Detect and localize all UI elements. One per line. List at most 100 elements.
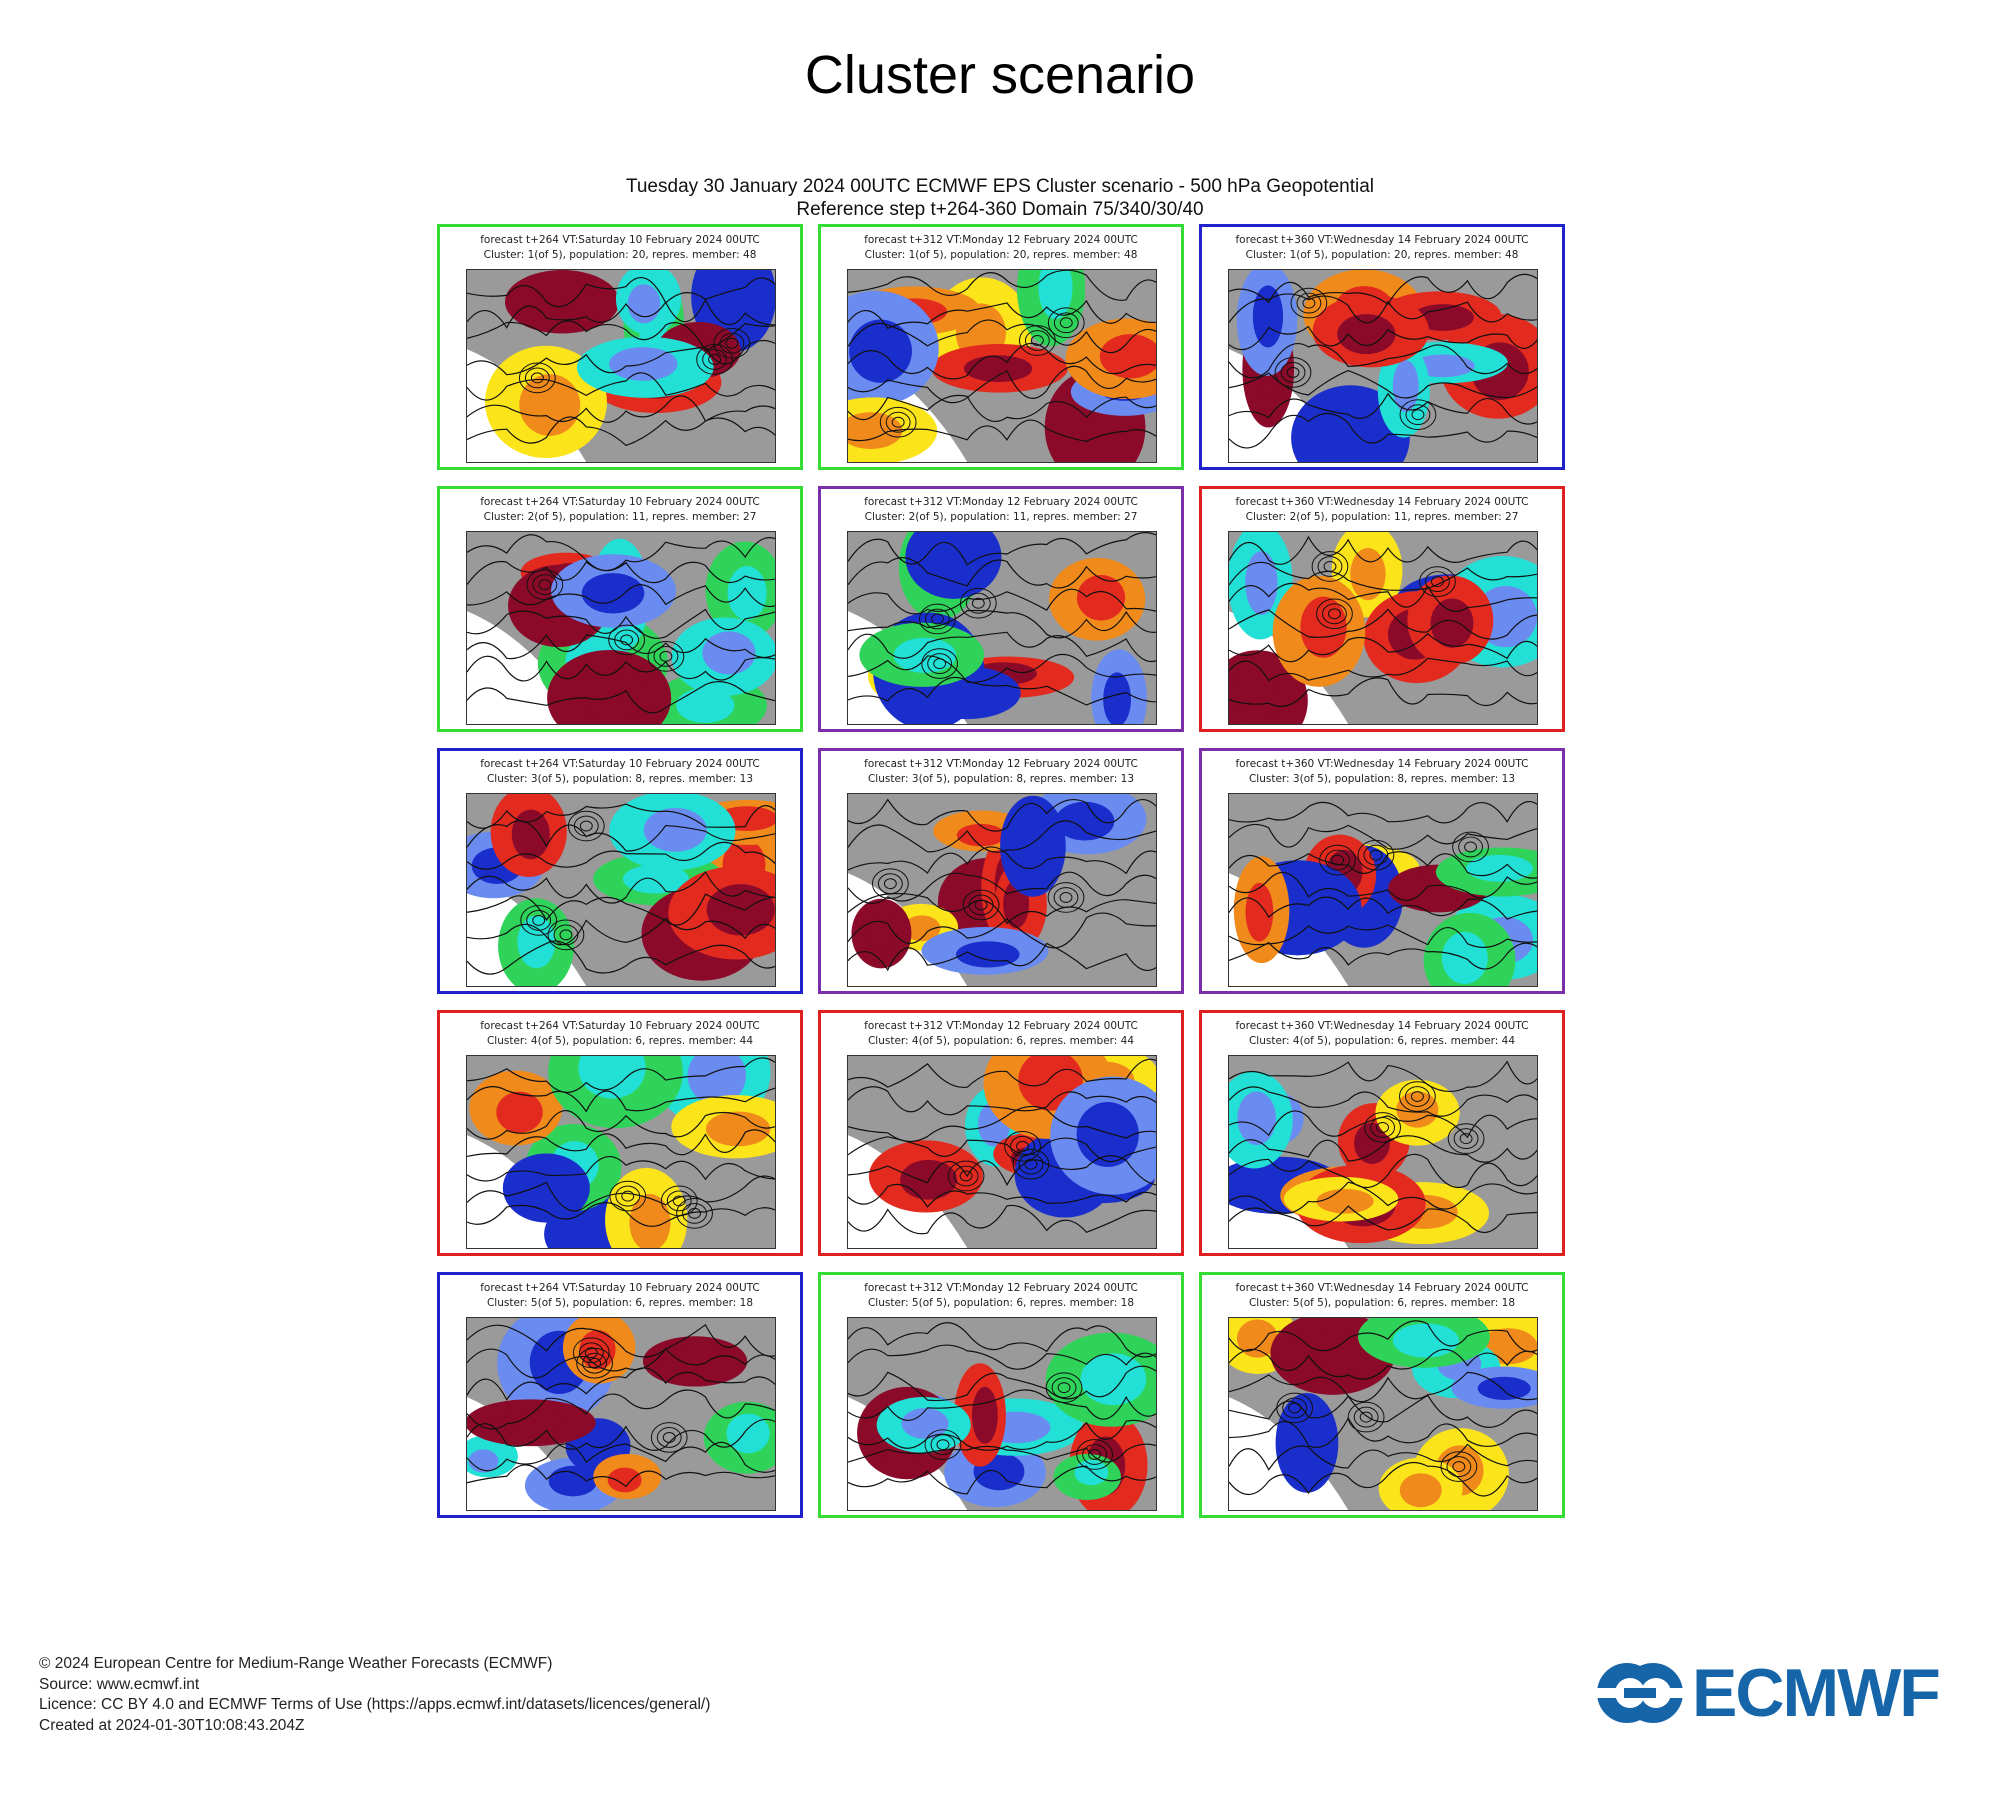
geopotential-contour [467,1129,775,1158]
geopotential-contour [1229,325,1537,351]
geopotential-contour [1229,871,1537,901]
closed-contour [713,327,751,359]
footer-created: Created at 2024-01-30T10:08:43.204Z [39,1716,305,1734]
closed-contour [653,645,679,667]
geopotential-contour [1229,561,1537,591]
closed-contour [573,815,599,837]
anomaly-core [1322,404,1382,462]
geopotential-contour [1229,1086,1537,1117]
cluster-panel: forecast t+312 VT:Monday 12 February 202… [818,1010,1184,1256]
panel-cluster-label: Cluster: 5(of 5), population: 6, repres.… [1248,1297,1516,1309]
geopotential-contour [467,298,775,329]
map-field [1229,1056,1537,1248]
geopotential-contour [1229,677,1537,707]
closed-contour [974,899,988,911]
geopotential-contour [467,277,775,308]
closed-contour [1458,836,1483,858]
closed-contour [579,820,593,832]
anomaly-core [1103,672,1131,724]
geopotential-contour [1229,941,1537,970]
closed-contour [1446,1456,1472,1477]
geopotential-contour [467,372,775,401]
geopotential-contour [1229,535,1537,565]
anomaly-core [1099,334,1156,379]
map-field [1229,532,1537,724]
geopotential-contour [1229,293,1537,324]
closed-contour [1430,576,1444,588]
geopotential-contour [848,1183,1156,1208]
anomaly-core [1229,667,1280,724]
closed-contour [1376,1122,1390,1133]
panel-map [466,1055,776,1249]
closed-contour [1024,330,1050,351]
closed-contour [1053,887,1079,908]
closed-contour [1290,287,1328,319]
panel-forecast-label: forecast t+264 VT:Saturday 10 February 2… [480,758,760,770]
panel-map [466,531,776,725]
closed-contour [647,641,685,672]
panel-cluster-label: Cluster: 3(of 5), population: 8, repres.… [486,773,754,785]
closed-contour [1404,1086,1430,1107]
panel-forecast-label: forecast t+264 VT:Saturday 10 February 2… [480,1020,760,1032]
closed-contour [1353,1406,1379,1428]
closed-contour [584,1347,598,1359]
closed-contour [1440,1451,1478,1482]
map-field [1229,1318,1537,1510]
geopotential-contour [1229,608,1537,640]
closed-contour [518,362,556,394]
closed-contour [1047,882,1085,913]
geopotential-contour [1229,896,1537,920]
anomaly-core [581,667,644,721]
closed-contour [1276,1392,1314,1424]
anomaly-core [1245,882,1274,942]
closed-contour [883,878,897,890]
panel-forecast-label: forecast t+312 VT:Monday 12 February 202… [864,758,1138,770]
closed-contour [676,1198,713,1229]
geopotential-contour [467,870,775,904]
panel-cluster-label: Cluster: 4(of 5), population: 6, repres.… [486,1035,754,1047]
panel-cluster-label: Cluster: 4(of 5), population: 6, repres.… [1248,1035,1516,1047]
panel-cluster-label: Cluster: 5(of 5), population: 6, repres.… [486,1297,754,1309]
geopotential-contour [467,841,775,870]
anomaly-core [936,677,991,707]
anomaly-core [849,319,912,383]
anomaly-core [581,573,645,614]
closed-contour [1317,556,1343,577]
anomaly-core [627,284,661,324]
closed-contour [1319,844,1356,876]
geopotential-contour [1229,342,1537,379]
anomaly-core [519,374,581,436]
geopotential-contour [467,534,775,572]
closed-contour [576,1347,613,1379]
closed-contour [615,1185,641,1207]
geopotential-contour [848,1322,1156,1358]
footer: © 2024 European Centre for Medium-Range … [39,1654,710,1736]
geopotential-contour [848,299,1156,330]
anomaly-core [1466,854,1533,882]
anomaly-core [1303,1327,1367,1374]
closed-contour [578,1342,604,1364]
closed-contour [538,579,552,591]
closed-contour [659,650,673,662]
cluster-panel: forecast t+360 VT:Wednesday 14 February … [1199,224,1565,470]
anomaly-core [956,941,1020,968]
closed-contour [1088,1449,1102,1460]
closed-contour [1405,404,1431,426]
geopotential-contour [848,419,1156,442]
geopotential-contour [1229,1394,1537,1428]
closed-contour [947,1160,985,1192]
anomaly-core [705,1111,771,1147]
closed-contour [1053,312,1079,334]
closed-contour [1004,1130,1041,1162]
geopotential-contour [848,1365,1156,1402]
geopotential-contour [1229,657,1537,682]
anomaly-core [848,412,903,450]
closed-contour [1274,357,1312,388]
geopotential-contour [1229,1153,1537,1189]
closed-contour [1452,831,1489,863]
anomaly-core [1076,574,1126,621]
closed-contour [1410,1091,1424,1102]
closed-contour [1323,561,1337,572]
closed-contour [582,1352,608,1374]
